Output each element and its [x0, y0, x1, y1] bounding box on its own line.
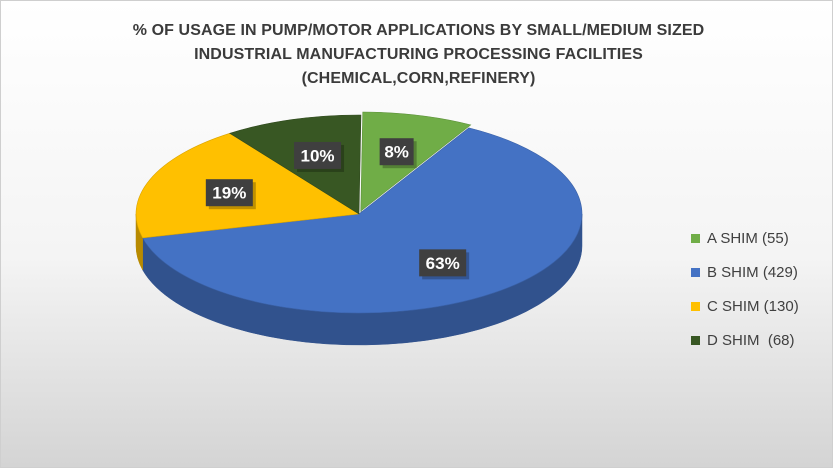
legend-label-3: C SHIM (130) — [707, 297, 799, 315]
chart-title-line-3: (CHEMICAL,CORN,REFINERY) — [301, 70, 536, 87]
legend-swatch-1 — [691, 233, 700, 243]
data-label-3: 19% — [212, 184, 246, 203]
pie-slice-1[interactable] — [360, 111, 472, 212]
data-label-2: 63% — [426, 254, 460, 273]
chart-legend: A SHIM (55) B SHIM (429) C SHIM (130) D SHI… — [691, 221, 799, 357]
legend-item-1[interactable]: A SHIM (55) — [691, 221, 799, 255]
legend-item-2[interactable]: B SHIM (429) — [691, 255, 799, 289]
data-label-1: 8% — [384, 143, 409, 162]
legend-swatch-2 — [691, 267, 700, 277]
data-label-box-3 — [205, 179, 253, 207]
legend-swatch-4 — [691, 335, 700, 345]
chart-title-line-2: INDUSTRIAL MANUFACTURING PROCESSING FACI… — [194, 46, 643, 63]
data-label-4: 10% — [301, 146, 335, 165]
legend-item-4[interactable]: D SHIM (68) — [691, 323, 799, 357]
pie-label-layer: 8% 63% 19% 10% — [205, 138, 470, 280]
data-label-box-2 — [419, 249, 467, 277]
chart-title-line-1: % OF USAGE IN PUMP/MOTOR APPLICATIONS BY… — [132, 22, 705, 39]
data-label-box-1 — [379, 138, 414, 166]
legend-swatch-3 — [691, 301, 700, 311]
legend-item-3[interactable]: C SHIM (130) — [691, 289, 799, 323]
legend-label-1: A SHIM (55) — [707, 229, 789, 247]
legend-label-4: D SHIM (68) — [707, 331, 795, 349]
data-label-box-4 — [294, 141, 342, 169]
legend-label-2: B SHIM (429) — [707, 263, 798, 281]
chart-title: % OF USAGE IN PUMP/MOTOR APPLICATIONS BY… — [61, 19, 776, 91]
pie-top-layer — [135, 111, 583, 314]
pie-slice-2[interactable] — [142, 127, 583, 314]
